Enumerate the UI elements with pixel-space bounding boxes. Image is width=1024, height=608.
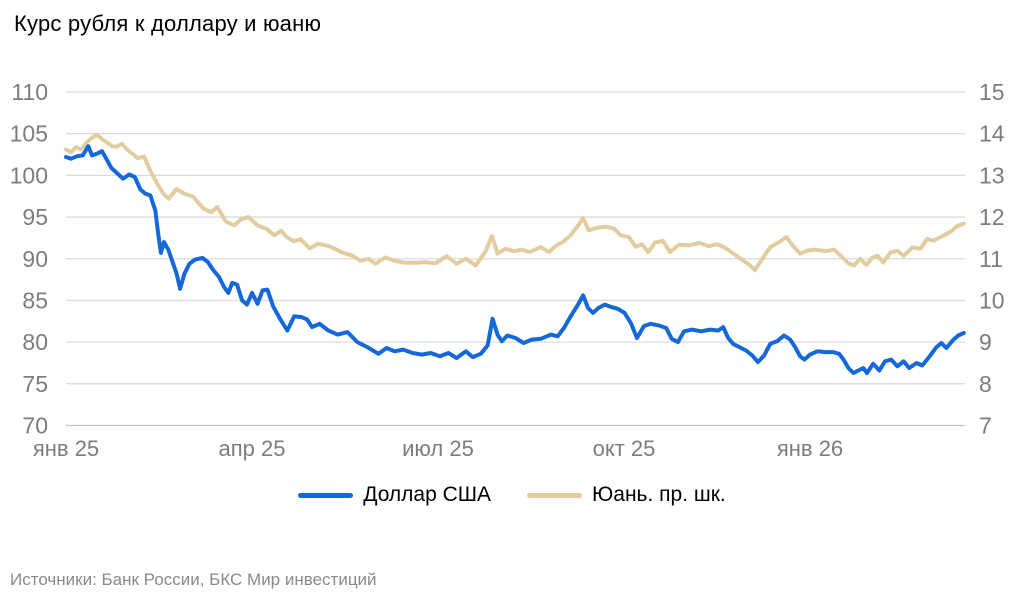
- y-axis-left-label-95: 95: [22, 204, 48, 230]
- y-axis-right-label-14: 14: [979, 121, 1005, 147]
- y-axis-right-label-11: 11: [979, 246, 1003, 272]
- cny-line-swatch: [527, 492, 583, 498]
- legend-item-cny[interactable]: Юань. пр. шк.: [527, 483, 726, 507]
- chart-legend: Доллар США Юань. пр. шк.: [0, 483, 1024, 507]
- y-axis-left-label-80: 80: [22, 329, 48, 355]
- y-axis-right-label-10: 10: [979, 287, 1005, 313]
- x-axis-label-2: июл 25: [402, 436, 474, 461]
- x-axis-label-3: окт 25: [593, 436, 656, 461]
- y-axis-right-label-13: 13: [979, 162, 1005, 188]
- y-axis-left-label-85: 85: [22, 287, 48, 313]
- page-title: Курс рубля к доллару и юаню: [14, 11, 322, 36]
- usd-line-swatch: [298, 492, 354, 498]
- y-axis-right-label-12: 12: [979, 204, 1005, 230]
- y-axis-left-label-105: 105: [10, 121, 48, 147]
- source-note: Источники: Банк России, БКС Мир инвестиц…: [10, 570, 377, 589]
- x-axis-label-1: апр 25: [219, 436, 286, 461]
- legend-label-usd: Доллар США: [363, 483, 492, 506]
- chart-canvas: 110 105 100 95 90 85 80 75 70 15 14 13 12 11 10 9 8 7 янв …: [10, 79, 1005, 461]
- x-axis-label-4: янв 26: [777, 436, 843, 461]
- exchange-rate-chart: 110 105 100 95 90 85 80 75 70 15 14 13 12 11 10 9 8 7 янв …: [10, 79, 1005, 461]
- y-axis-right-label-7: 7: [979, 413, 992, 439]
- y-axis-right-label-8: 8: [979, 371, 992, 397]
- y-axis-left-label-75: 75: [22, 371, 48, 397]
- y-axis-right-label-15: 15: [979, 79, 1005, 105]
- legend-item-usd[interactable]: Доллар США: [298, 483, 491, 507]
- x-axis-label-0: янв 25: [33, 436, 99, 461]
- series-line-usd: [64, 144, 966, 375]
- y-axis-right-label-9: 9: [979, 329, 992, 355]
- legend-label-cny: Юань. пр. шк.: [592, 483, 726, 506]
- y-axis-left-label-100: 100: [10, 162, 48, 188]
- y-axis-left-label-70: 70: [22, 413, 48, 439]
- y-axis-left-label-110: 110: [11, 79, 48, 105]
- y-axis-left-label-90: 90: [22, 246, 48, 272]
- series-line-cny: [64, 132, 966, 272]
